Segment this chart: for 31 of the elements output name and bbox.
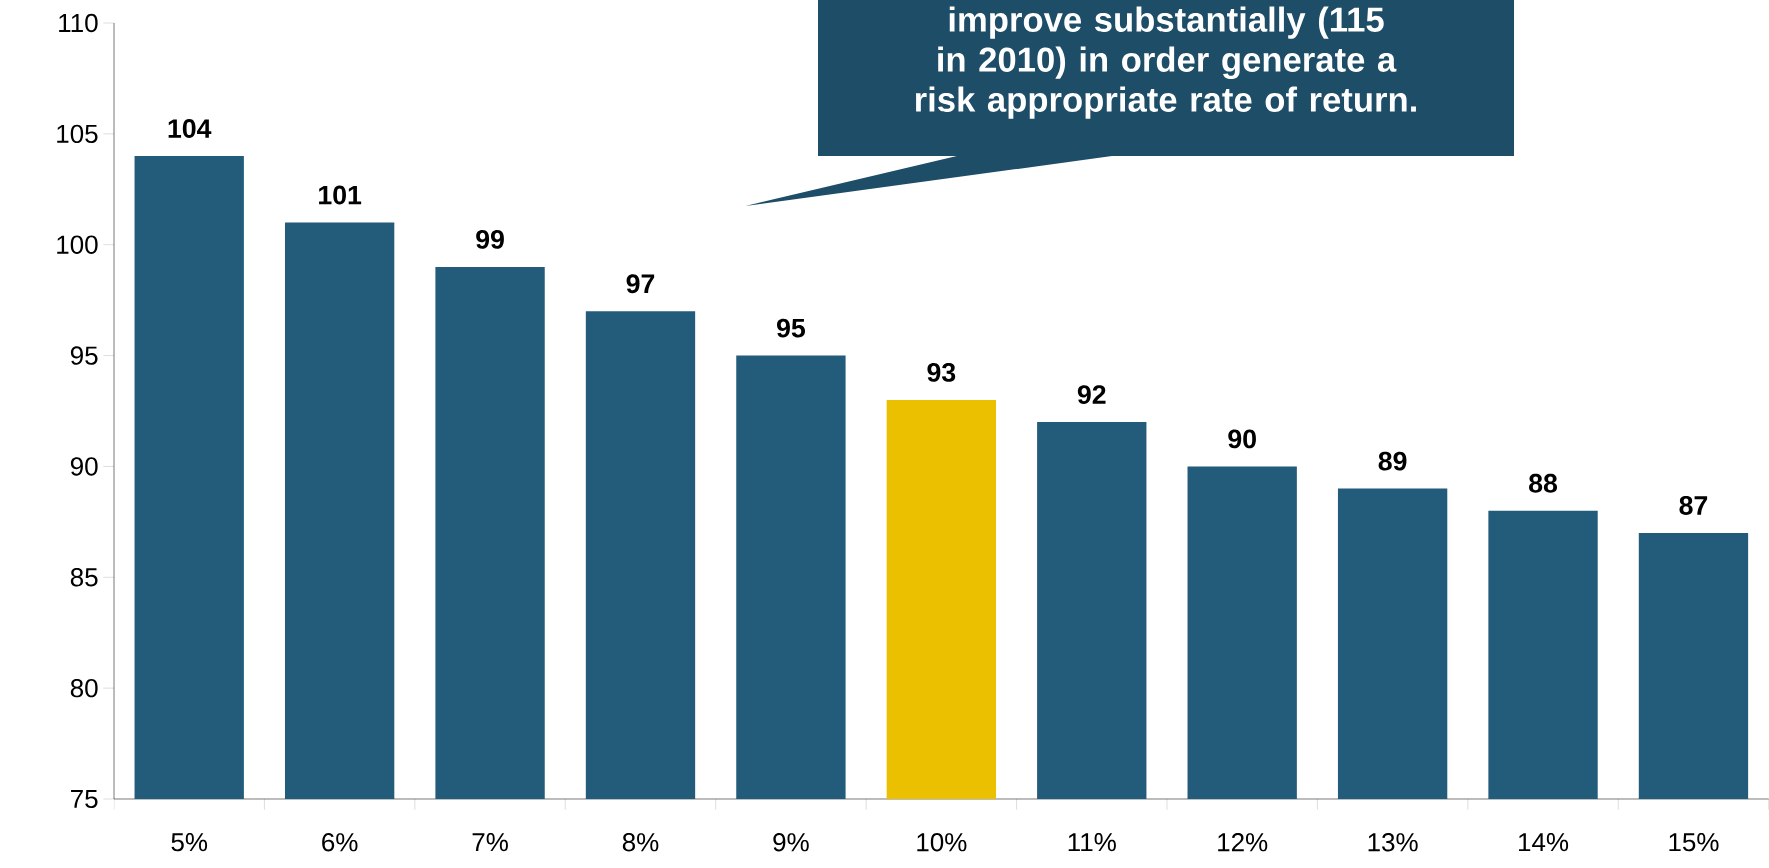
x-tick-label: 7% bbox=[472, 833, 508, 852]
x-tick-label: 12% bbox=[1218, 833, 1268, 852]
x-tick-label: 14% bbox=[1519, 833, 1569, 852]
data-label: 92 bbox=[1077, 385, 1106, 405]
data-label: 101 bbox=[319, 185, 362, 205]
x-tick-label: 10% bbox=[917, 833, 967, 852]
y-tick-label: 105 bbox=[57, 124, 98, 144]
x-tick-label: 11% bbox=[1068, 833, 1116, 852]
y-tick-label: 100 bbox=[57, 235, 98, 254]
data-label: 104 bbox=[168, 119, 212, 138]
annotation: improve substantially (115 in 2010) in order generate a risk appropriate rate of return. bbox=[915, 6, 1416, 119]
data-label: 87 bbox=[1679, 496, 1708, 515]
data-label: 97 bbox=[626, 274, 655, 294]
x-tick-label: 15% bbox=[1669, 833, 1719, 852]
x-tick-label: 6% bbox=[322, 833, 358, 852]
data-label: 99 bbox=[476, 229, 504, 249]
y-tick-label: 110 bbox=[59, 13, 98, 33]
data-label: 90 bbox=[1228, 429, 1256, 449]
x-tick-label: 9% bbox=[773, 833, 809, 852]
data-label: 89 bbox=[1378, 451, 1407, 471]
x-tick-label: 13% bbox=[1368, 833, 1418, 852]
y-tick-label: 85 bbox=[70, 568, 98, 587]
x-tick-label: 5% bbox=[171, 833, 208, 852]
data-label: 95 bbox=[777, 318, 806, 338]
y-tick-label: 90 bbox=[70, 457, 98, 476]
y-tick-label: 80 bbox=[70, 678, 98, 698]
x-tick-label: 8% bbox=[622, 833, 659, 852]
y-tick-label: 95 bbox=[70, 346, 98, 365]
data-label: 93 bbox=[927, 362, 956, 382]
data-label: 88 bbox=[1529, 473, 1558, 493]
y-tick-label: 75 bbox=[71, 789, 98, 809]
